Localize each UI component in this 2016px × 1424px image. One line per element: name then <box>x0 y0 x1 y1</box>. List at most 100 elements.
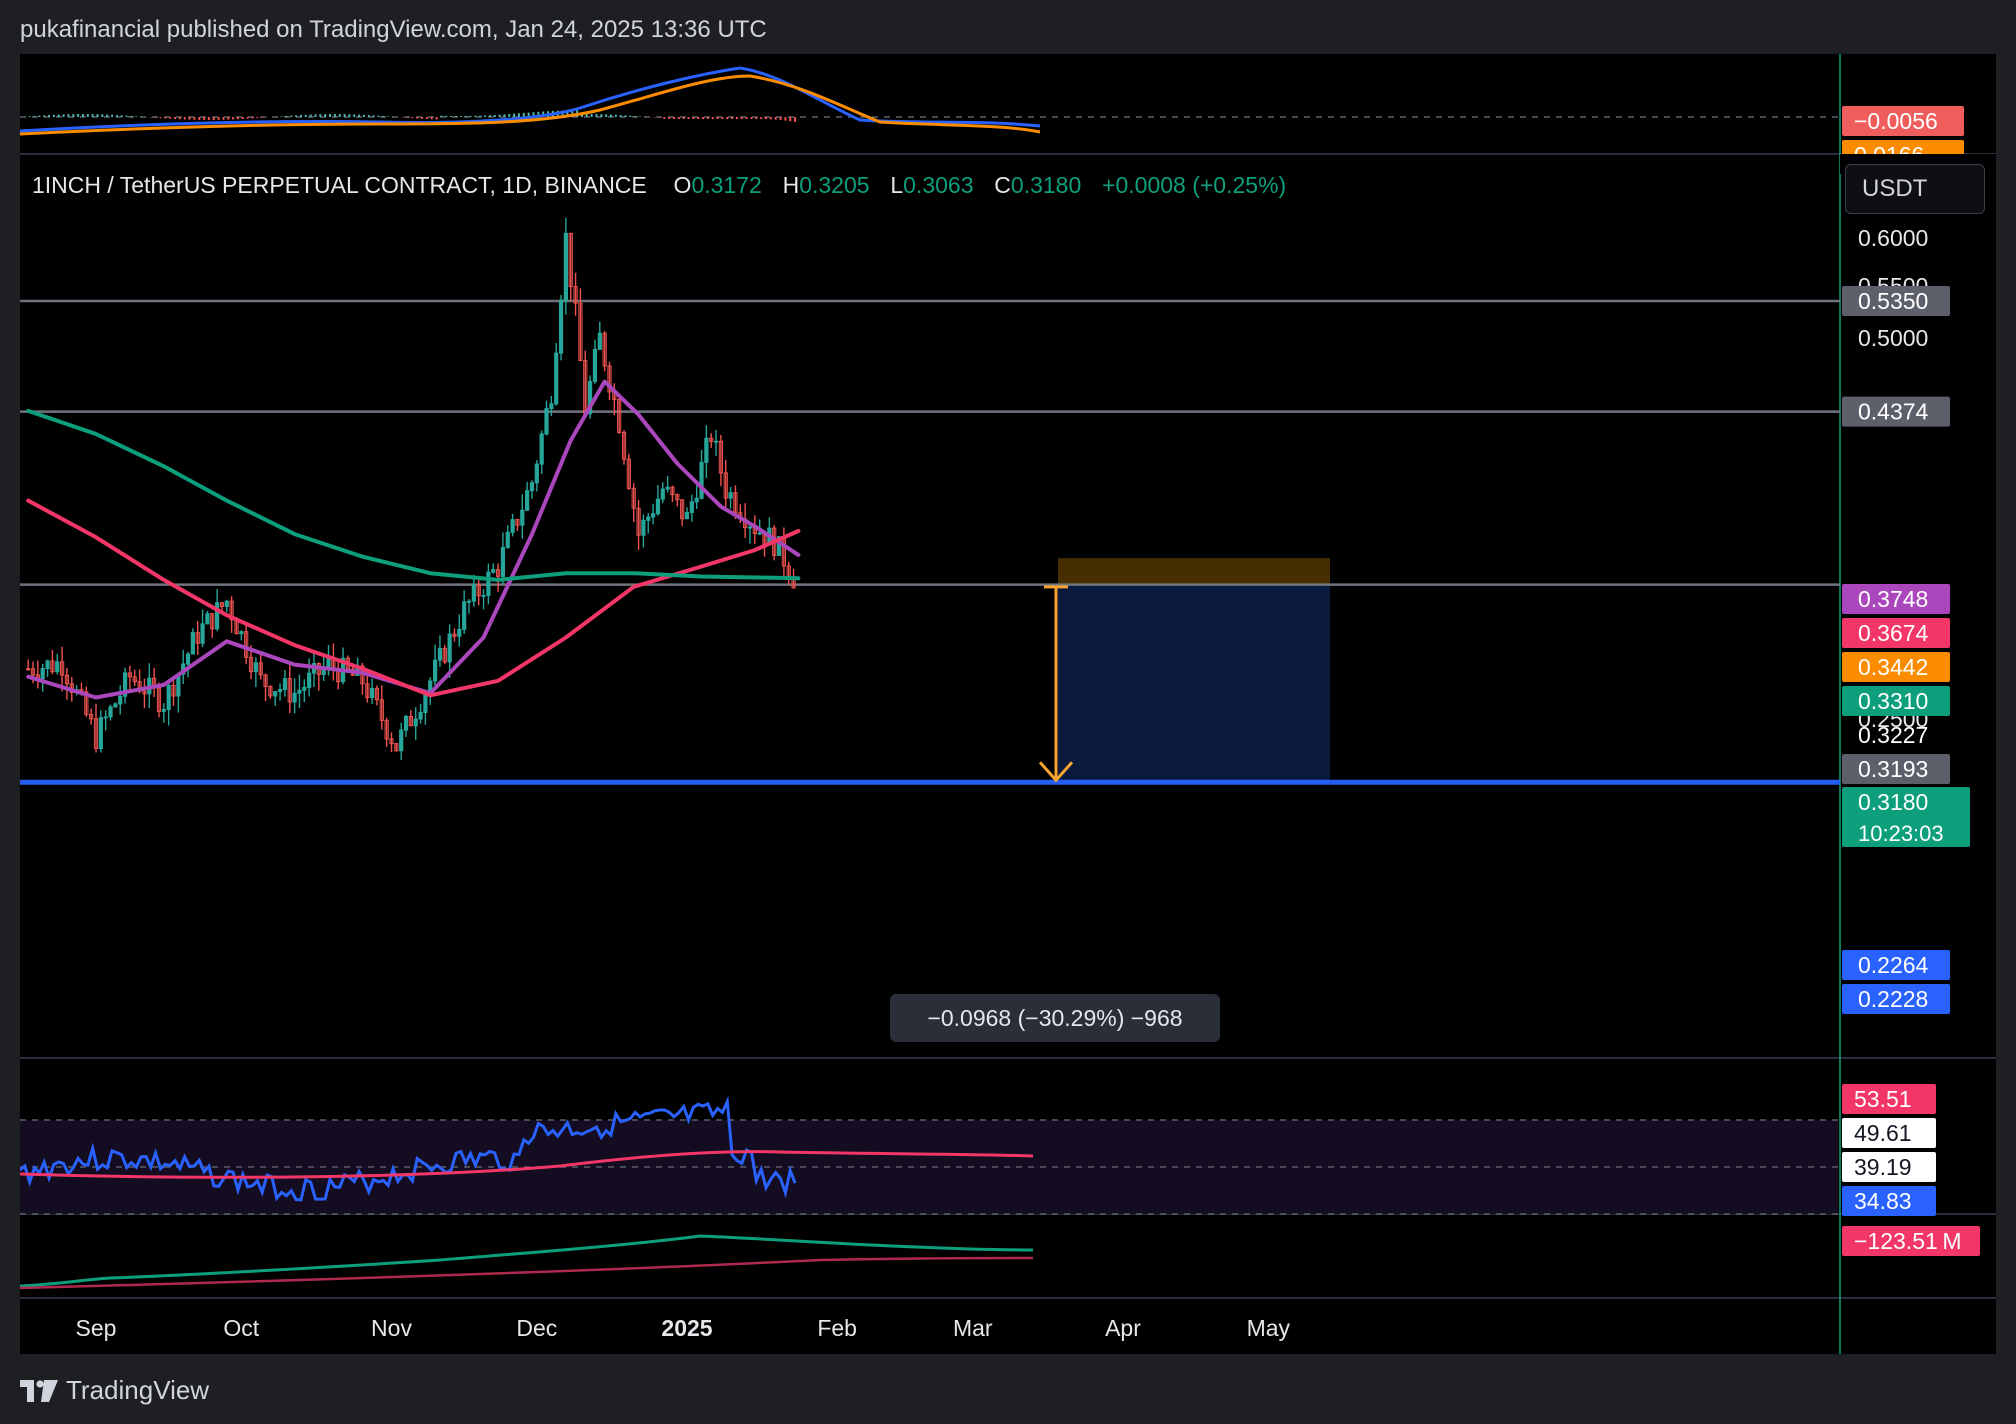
currency-selector-button[interactable]: USDT <box>1845 164 1985 214</box>
chart-area[interactable]: −0.0968 (−30.29%) −968 Sep Oct Nov Dec 2025 F… <box>19 54 2000 1354</box>
price-label-box <box>1842 618 1950 648</box>
macd-label: −0.0056 <box>1842 106 1964 136</box>
candle-down <box>287 678 292 703</box>
candle-up <box>205 613 210 625</box>
candle-up <box>457 628 462 637</box>
candle-down <box>568 232 573 288</box>
obv-label-text: −123.51 M <box>1854 1228 1962 1254</box>
candle-down <box>607 365 612 393</box>
moving-average-ma_red <box>26 498 801 698</box>
candle-up <box>520 509 525 526</box>
macd-pane <box>19 66 1838 136</box>
candle-up <box>665 486 670 490</box>
publisher-attribution: pukafinancial published on TradingView.c… <box>20 16 767 43</box>
rsi-label-text: 34.83 <box>1854 1188 1912 1214</box>
price-label-0.3180: 0.3180 <box>1842 787 1970 847</box>
projection-zone <box>1058 584 1330 783</box>
candle-up <box>447 633 452 663</box>
candle-up <box>776 536 782 556</box>
candle-up <box>481 594 486 597</box>
time-axis: Sep Oct Nov Dec 2025 Feb Mar Apr May <box>76 1315 1291 1341</box>
candle-down <box>210 613 215 630</box>
candle-down <box>680 499 685 520</box>
candle-up <box>462 601 467 630</box>
obv-ma-line <box>19 1256 1034 1290</box>
candle-up <box>122 672 128 697</box>
candle-down <box>617 398 622 433</box>
candle-up <box>558 299 564 354</box>
candle-up <box>704 437 709 463</box>
price-label-box <box>1842 754 1950 784</box>
price-label-box <box>1842 787 1970 847</box>
candle-down <box>636 507 641 536</box>
price-label-text: 0.3227 <box>1858 722 1928 748</box>
target-zone <box>1058 558 1330 585</box>
y-tick-label: 0.6000 <box>1858 225 1928 251</box>
price-label-0.3748: 0.3748 <box>1842 584 1950 614</box>
x-tick-label: 2025 <box>661 1315 712 1341</box>
x-tick-label: Feb <box>817 1315 857 1341</box>
price-label-text: 0.2264 <box>1858 952 1929 978</box>
price-label-box <box>1842 285 1950 316</box>
candle-up <box>694 497 699 503</box>
candle-down <box>26 668 31 671</box>
candle-down <box>59 661 65 676</box>
price-label-0.3310: 0.3310 <box>1842 686 1950 716</box>
candle-up <box>98 717 103 750</box>
candle-up <box>505 531 510 548</box>
candle-down <box>515 519 520 526</box>
candle-down <box>631 487 636 509</box>
candle-up <box>307 672 312 688</box>
candle-up <box>224 600 229 607</box>
candle-up <box>684 512 690 520</box>
candle-down <box>93 718 99 750</box>
candle-up <box>273 691 278 697</box>
candle-up <box>563 232 568 301</box>
candle-up <box>437 647 443 661</box>
chart-canvas[interactable]: −0.0968 (−30.29%) −968 Sep Oct Nov Dec 2025 F… <box>19 54 2000 1354</box>
candle-down <box>171 684 176 697</box>
rsi-label: 34.83 <box>1842 1186 1936 1216</box>
price-label-text: 0.4374 <box>1858 399 1929 425</box>
candle-up <box>728 492 733 499</box>
rsi-label-text: 39.19 <box>1854 1154 1912 1180</box>
close-value: 0.3180 <box>1010 172 1082 198</box>
low-label: L <box>890 172 904 198</box>
candle-down <box>495 569 501 577</box>
candle-down <box>132 676 137 683</box>
candle-down <box>268 685 273 697</box>
candle-down <box>195 632 200 644</box>
obv-pane <box>19 1234 1034 1290</box>
x-tick-label: Sep <box>76 1315 117 1341</box>
candle-up <box>471 584 476 602</box>
candle-up <box>161 709 166 712</box>
candle-down <box>408 716 413 727</box>
price-pane: −0.0968 (−30.29%) −968 <box>20 54 1996 1354</box>
candle-down <box>30 668 36 676</box>
brand-name: TradingView <box>66 1375 210 1405</box>
candle-up <box>200 623 205 644</box>
close-label: C <box>994 172 1011 198</box>
open-value: 0.3172 <box>691 172 762 198</box>
tradingview-logo-icon <box>20 1379 58 1402</box>
candle-up <box>646 516 651 521</box>
measure-label-text: −0.0968 (−30.29%) −968 <box>927 1005 1182 1031</box>
candle-down <box>89 713 94 720</box>
rsi-label-text: 49.61 <box>1854 1120 1912 1146</box>
candle-down <box>675 494 680 501</box>
x-tick-label: Mar <box>953 1315 993 1341</box>
candle-down <box>248 656 254 673</box>
candle-up <box>747 526 753 529</box>
tradingview-brand: TradingView <box>20 1375 209 1406</box>
price-label-text: 0.3193 <box>1858 756 1928 782</box>
candle-up <box>534 463 539 484</box>
price-label-box <box>1842 584 1950 614</box>
candle-up <box>253 662 258 673</box>
price-label-box <box>1842 950 1950 980</box>
y-tick-label: 0.5000 <box>1858 325 1928 351</box>
candle-down <box>127 672 133 678</box>
candle-down <box>258 662 263 676</box>
obv-label-box <box>1842 1226 1980 1256</box>
price-scale: 0.60000.55000.50000.25000.53500.43740.37… <box>1840 106 2000 1256</box>
candle-up <box>466 600 472 603</box>
